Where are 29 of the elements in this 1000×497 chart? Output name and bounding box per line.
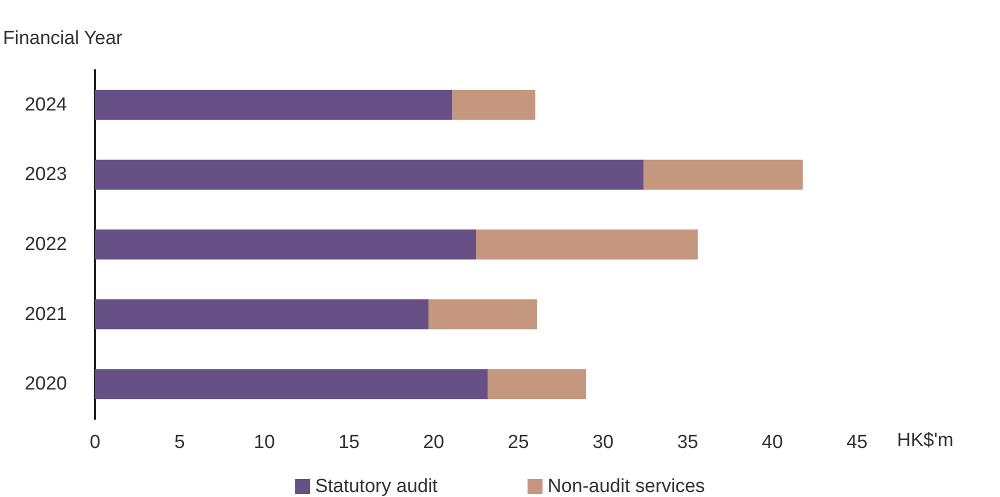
x-tick-label: 40 [762,432,783,453]
bar [95,90,452,120]
y-tick-label: 2022 [24,234,67,255]
x-tick-label: 5 [174,432,185,453]
x-tick-label: 35 [677,432,698,453]
x-tick-label: 0 [90,432,100,453]
x-tick-label: 30 [592,432,614,453]
bar [488,369,586,400]
y-tick-label: 2024 [24,94,68,116]
y-tick-label: 2020 [24,374,67,395]
y-tick-label: 2021 [24,304,67,325]
bar [452,90,536,120]
x-tick-label: 25 [508,432,529,453]
bar [95,299,429,330]
y-axis-title: Financial Year [3,28,124,49]
y-tick-label: 2023 [24,164,67,186]
bar [95,230,476,260]
x-tick-label: 10 [254,432,275,453]
bar [476,230,698,260]
bar [644,160,803,190]
legend-label: Statutory audit [315,476,438,497]
bar [95,160,644,190]
x-tick-label: 20 [423,432,444,453]
x-tick-label: 15 [338,432,360,453]
bar [95,369,488,400]
x-axis-title: HK$'m [897,430,954,451]
bar [428,299,537,330]
x-tick-label: 45 [846,432,868,453]
legend-label: Non-audit services [548,476,705,497]
